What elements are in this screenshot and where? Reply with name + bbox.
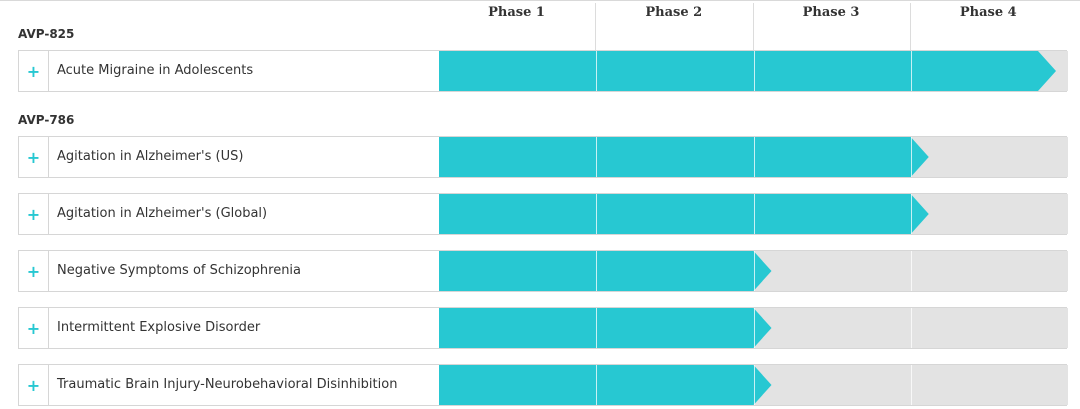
phase-column-divider	[911, 137, 912, 177]
phase-column-divider	[910, 3, 911, 50]
phase-progress-bar	[439, 251, 772, 291]
phase-column-divider	[754, 251, 755, 291]
phase-track	[439, 137, 1068, 177]
indication-label: Agitation in Alzheimer's (Global)	[57, 206, 268, 221]
indication-label: Agitation in Alzheimer's (US)	[57, 149, 244, 164]
group-label: AVP-786	[18, 113, 75, 127]
phase-progress-bar	[439, 137, 929, 177]
plus-icon[interactable]: +	[19, 308, 49, 348]
top-divider	[0, 0, 1080, 1]
plus-icon[interactable]: +	[19, 137, 49, 177]
pipeline-row: + Acute Migraine in Adolescents	[18, 50, 1068, 92]
phase-column-divider	[911, 51, 912, 91]
plus-icon[interactable]: +	[19, 51, 49, 91]
phase-column-divider	[754, 194, 755, 234]
phase-track	[439, 251, 1068, 291]
pipeline-row: + Agitation in Alzheimer's (Global)	[18, 193, 1068, 235]
phase-progress-bar	[439, 194, 929, 234]
phase-column-divider	[911, 308, 912, 348]
phase-progress-bar	[439, 308, 772, 348]
phase-progress-bar	[439, 51, 1056, 91]
phase-column-divider	[754, 308, 755, 348]
plus-icon[interactable]: +	[19, 194, 49, 234]
phase-column-divider	[754, 51, 755, 91]
phase-column-divider	[596, 51, 597, 91]
phase-column-divider	[911, 194, 912, 234]
phase-column-divider	[911, 251, 912, 291]
phase-track	[439, 365, 1068, 405]
phase-track	[439, 194, 1068, 234]
pipeline-row: + Intermittent Explosive Disorder	[18, 307, 1068, 349]
plus-icon[interactable]: +	[19, 251, 49, 291]
pipeline-row: + Negative Symptoms of Schizophrenia	[18, 250, 1068, 292]
phase-track	[439, 51, 1068, 91]
phase-track	[439, 308, 1068, 348]
phase-column-divider	[596, 194, 597, 234]
phase-column-divider	[596, 137, 597, 177]
phase-column-divider	[754, 365, 755, 405]
phase-label-1: Phase 1	[488, 5, 545, 20]
pipeline-row: + Agitation in Alzheimer's (US)	[18, 136, 1068, 178]
phase-column-divider	[596, 365, 597, 405]
indication-label: Negative Symptoms of Schizophrenia	[57, 263, 302, 278]
pipeline-row: + Traumatic Brain Injury-Neurobehavioral …	[18, 364, 1068, 406]
phase-column-divider	[911, 365, 912, 405]
indication-label: Traumatic Brain Injury-Neurobehavioral D…	[57, 377, 398, 392]
phase-label-2: Phase 2	[645, 5, 703, 20]
phase-label-4: Phase 4	[959, 5, 1017, 20]
plus-icon[interactable]: +	[19, 365, 49, 405]
phase-progress-bar	[439, 365, 772, 405]
phase-column-divider	[596, 308, 597, 348]
phase-label-3: Phase 3	[802, 5, 860, 20]
phase-column-divider	[595, 3, 596, 50]
group-label: AVP-825	[18, 27, 75, 41]
indication-label: Intermittent Explosive Disorder	[57, 320, 261, 335]
phase-column-divider	[753, 3, 754, 50]
phase-column-divider	[596, 251, 597, 291]
indication-label: Acute Migraine in Adolescents	[57, 63, 254, 78]
phase-column-divider	[754, 137, 755, 177]
